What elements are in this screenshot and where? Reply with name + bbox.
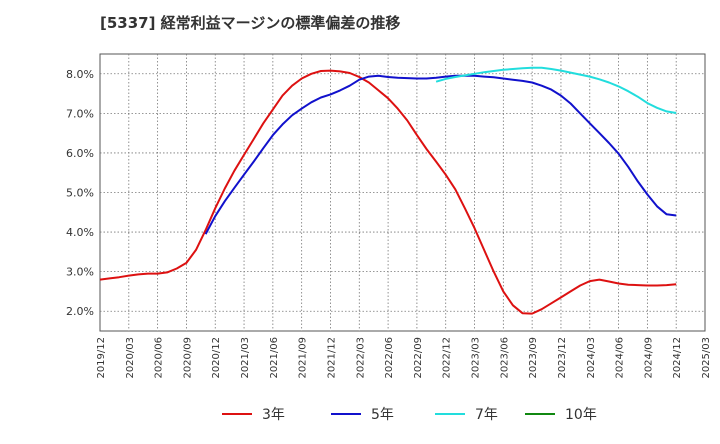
x-tick-label: 2022/03 xyxy=(355,337,366,379)
y-axis: 2.0% 3.0% 4.0% 5.0% 6.0% 7.0% 8.0% xyxy=(66,68,94,318)
x-tick-label: 2024/03 xyxy=(586,337,597,379)
x-axis: 2019/12 2020/03 2020/06 2020/09 2020/12 2021/… xyxy=(96,337,712,379)
legend-label-3年: 3年 xyxy=(262,407,285,423)
legend-label-5年: 5年 xyxy=(371,407,394,423)
x-tick-label: 2021/12 xyxy=(326,337,337,379)
y-tick-label: 2.0% xyxy=(66,305,94,318)
x-tick-label: 2020/12 xyxy=(211,337,222,379)
chart-title: [5337] 経常利益マージンの標準偏差の推移 xyxy=(100,14,401,32)
legend-label-10年: 10年 xyxy=(565,407,597,423)
y-tick-label: 5.0% xyxy=(66,187,94,200)
series-layer xyxy=(99,66,677,315)
x-tick-label: 2023/09 xyxy=(528,337,539,379)
x-tick-label: 2024/12 xyxy=(672,337,683,379)
y-tick-label: 6.0% xyxy=(66,147,94,160)
series-line-7年 xyxy=(435,66,677,114)
x-tick-label: 2021/09 xyxy=(298,337,309,379)
x-tick-label: 2025/03 xyxy=(701,337,712,379)
y-tick-label: 4.0% xyxy=(66,226,94,239)
x-tick-label: 2023/06 xyxy=(499,337,510,379)
x-tick-label: 2020/09 xyxy=(182,337,193,379)
y-tick-label: 7.0% xyxy=(66,107,94,120)
x-tick-label: 2019/12 xyxy=(96,337,107,379)
y-tick-label: 8.0% xyxy=(66,68,94,81)
x-tick-label: 2022/12 xyxy=(442,337,453,379)
x-tick-label: 2022/09 xyxy=(413,337,424,379)
x-tick-label: 2021/03 xyxy=(240,337,251,379)
x-tick-label: 2022/06 xyxy=(384,337,395,379)
x-tick-label: 2021/06 xyxy=(269,337,280,379)
x-tick-label: 2020/03 xyxy=(125,337,136,379)
legend: 3年 5年 7年 10年 xyxy=(222,407,597,423)
legend-label-7年: 7年 xyxy=(475,407,498,423)
x-tick-label: 2024/09 xyxy=(643,337,654,379)
x-tick-label: 2023/12 xyxy=(557,337,568,379)
x-tick-label: 2023/03 xyxy=(471,337,482,379)
series-line-3年 xyxy=(99,69,677,315)
series-line-5年 xyxy=(204,74,677,235)
gridlines xyxy=(100,54,705,331)
y-tick-label: 3.0% xyxy=(66,266,94,279)
x-tick-label: 2020/06 xyxy=(154,337,165,379)
x-tick-label: 2024/06 xyxy=(615,337,626,379)
